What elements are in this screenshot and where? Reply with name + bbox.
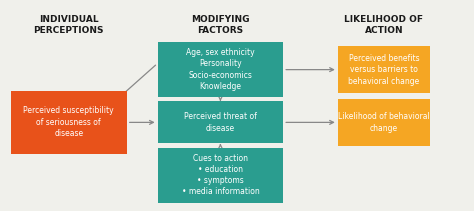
FancyBboxPatch shape [157,101,283,143]
Text: Cues to action
• education
• symptoms
• media information: Cues to action • education • symptoms • … [182,154,259,196]
Text: LIKELIHOOD OF
ACTION: LIKELIHOOD OF ACTION [345,15,423,35]
FancyBboxPatch shape [337,99,430,146]
Text: INDIVIDUAL
PERCEPTIONS: INDIVIDUAL PERCEPTIONS [34,15,104,35]
FancyBboxPatch shape [337,46,430,93]
Text: Perceived susceptibility
of seriousness of
disease: Perceived susceptibility of seriousness … [23,106,114,138]
Text: Likelihood of behavioral
change: Likelihood of behavioral change [338,112,430,133]
Text: Perceived threat of
disease: Perceived threat of disease [184,112,257,133]
FancyBboxPatch shape [10,91,127,154]
Text: MODIFYING
FACTORS: MODIFYING FACTORS [191,15,250,35]
Text: Perceived benefits
versus barriers to
behavioral change: Perceived benefits versus barriers to be… [348,54,419,86]
FancyBboxPatch shape [157,42,283,97]
Text: Age, sex ethnicity
Personality
Socio-economics
Knowledge: Age, sex ethnicity Personality Socio-eco… [186,48,255,91]
FancyBboxPatch shape [157,148,283,203]
